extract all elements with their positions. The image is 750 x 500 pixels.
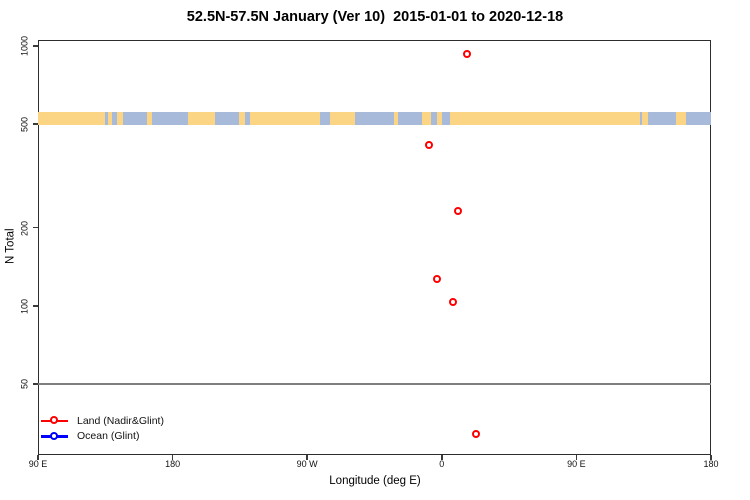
- data-point-land: [462, 49, 471, 58]
- y-tick: [32, 305, 38, 307]
- data-point-land: [432, 275, 441, 284]
- x-tick: [306, 455, 308, 460]
- land-segment: [329, 112, 356, 125]
- land-segment: [249, 112, 320, 125]
- land-segment: [422, 112, 431, 125]
- x-tick: [710, 455, 712, 460]
- x-tick-label: 0: [439, 459, 445, 469]
- y-tick: [32, 123, 38, 125]
- y-tick-label: 500: [19, 116, 30, 132]
- land-segment: [38, 112, 106, 125]
- legend-open-circle-icon: [50, 431, 58, 440]
- x-tick: [441, 455, 443, 460]
- legend-item: Ocean (Glint): [41, 429, 164, 445]
- land-segment: [642, 112, 649, 125]
- land-segment: [393, 112, 399, 125]
- land-segment: [187, 112, 216, 125]
- y-axis-title: N Total: [4, 228, 17, 264]
- map-strip: [38, 112, 711, 125]
- data-point-land: [425, 140, 434, 149]
- land-segment: [117, 112, 124, 125]
- land-segment: [675, 112, 686, 125]
- data-point-land: [449, 297, 458, 306]
- legend: Land (Nadir&Glint) Ocean (Glint): [41, 413, 164, 444]
- y-tick: [32, 226, 38, 229]
- legend-marker-line-circle-icon: [41, 431, 68, 441]
- legend-label: Land (Nadir&Glint): [77, 414, 164, 427]
- data-point-land: [453, 207, 462, 216]
- y-tick-label: 1000: [19, 35, 30, 57]
- y-tick: [32, 45, 38, 47]
- legend-item: Land (Nadir&Glint): [41, 413, 164, 429]
- x-tick: [575, 455, 578, 460]
- land-segment: [450, 112, 640, 125]
- land-segment: [107, 112, 113, 125]
- x-tick-label: 90 W: [296, 459, 318, 469]
- y-tick-label: 100: [19, 298, 30, 314]
- y-tick-label: 50: [19, 379, 30, 390]
- chart-title: 52.5N-57.5N January (Ver 10) 2015-01-01 …: [186, 9, 564, 25]
- land-segment: [436, 112, 442, 125]
- gridline-50: [38, 383, 711, 385]
- x-axis-title: Longitude (deg E): [329, 475, 421, 487]
- legend-label: Ocean (Glint): [77, 430, 140, 443]
- land-segment: [147, 112, 152, 125]
- x-tick-label: 180: [165, 459, 181, 469]
- x-tick: [37, 455, 39, 460]
- x-tick-label: 180: [703, 459, 719, 469]
- land-segment: [239, 112, 246, 125]
- legend-open-circle-icon: [50, 416, 58, 425]
- y-tick: [32, 383, 38, 385]
- y-tick-label: 200: [19, 220, 30, 236]
- legend-marker-line-circle-icon: [41, 416, 68, 425]
- x-tick: [171, 455, 174, 460]
- data-point-land: [471, 429, 480, 438]
- plot-area: [38, 40, 711, 455]
- x-tick-label: 90 E: [567, 459, 586, 469]
- x-tick-label: 90 E: [28, 459, 48, 469]
